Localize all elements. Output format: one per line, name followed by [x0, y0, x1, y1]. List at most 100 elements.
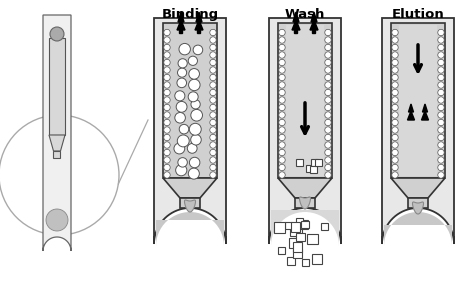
Circle shape	[164, 157, 170, 163]
Circle shape	[325, 59, 331, 66]
Circle shape	[392, 157, 398, 163]
Circle shape	[325, 104, 331, 111]
Circle shape	[325, 82, 331, 88]
Circle shape	[191, 100, 200, 109]
Circle shape	[325, 29, 331, 36]
Circle shape	[279, 74, 285, 81]
Bar	[321, 223, 328, 230]
Bar	[278, 247, 285, 254]
Polygon shape	[384, 212, 452, 246]
Circle shape	[438, 157, 444, 163]
Circle shape	[438, 104, 444, 111]
Circle shape	[279, 142, 285, 148]
Circle shape	[392, 59, 398, 66]
Bar	[399, 25, 437, 176]
Text: Binding: Binding	[162, 8, 219, 21]
Circle shape	[438, 52, 444, 58]
Bar	[299, 220, 308, 229]
Polygon shape	[422, 104, 428, 112]
Circle shape	[325, 97, 331, 103]
Circle shape	[164, 82, 170, 88]
Polygon shape	[195, 20, 203, 30]
Circle shape	[279, 52, 285, 58]
Circle shape	[392, 89, 398, 96]
Circle shape	[193, 45, 203, 55]
Bar	[198, 30, 201, 33]
Circle shape	[178, 68, 187, 77]
Circle shape	[279, 149, 285, 156]
Circle shape	[164, 44, 170, 51]
Circle shape	[210, 127, 216, 133]
Circle shape	[325, 52, 331, 58]
Circle shape	[210, 134, 216, 141]
Circle shape	[188, 56, 198, 65]
Polygon shape	[311, 12, 317, 22]
Circle shape	[438, 37, 444, 43]
Bar	[301, 221, 309, 228]
Circle shape	[175, 113, 185, 123]
Bar	[180, 30, 182, 33]
Circle shape	[325, 112, 331, 118]
Circle shape	[210, 149, 216, 156]
Circle shape	[164, 112, 170, 118]
Circle shape	[279, 37, 285, 43]
Polygon shape	[177, 20, 185, 30]
Circle shape	[175, 91, 185, 101]
Circle shape	[438, 134, 444, 141]
Circle shape	[164, 119, 170, 126]
Bar	[163, 23, 217, 178]
Circle shape	[279, 44, 285, 51]
Circle shape	[187, 143, 197, 153]
Bar	[180, 198, 200, 208]
Circle shape	[164, 127, 170, 133]
Circle shape	[164, 67, 170, 73]
Circle shape	[438, 67, 444, 73]
Circle shape	[164, 142, 170, 148]
Circle shape	[325, 74, 331, 81]
Bar	[278, 23, 332, 178]
Circle shape	[279, 157, 285, 163]
Circle shape	[177, 135, 189, 147]
Circle shape	[210, 112, 216, 118]
Circle shape	[392, 119, 398, 126]
Polygon shape	[184, 200, 195, 212]
Circle shape	[210, 37, 216, 43]
Bar	[312, 253, 322, 264]
Polygon shape	[156, 212, 224, 246]
Circle shape	[178, 158, 187, 167]
Circle shape	[279, 89, 285, 96]
Circle shape	[164, 149, 170, 156]
Bar	[296, 159, 303, 166]
Circle shape	[279, 172, 285, 178]
Bar	[49, 38, 65, 135]
Bar	[310, 159, 318, 166]
Polygon shape	[178, 12, 184, 22]
Polygon shape	[409, 104, 413, 112]
Circle shape	[164, 37, 170, 43]
Bar	[302, 259, 309, 266]
Circle shape	[279, 59, 285, 66]
Circle shape	[392, 172, 398, 178]
Circle shape	[279, 119, 285, 126]
Polygon shape	[271, 210, 339, 246]
Circle shape	[438, 142, 444, 148]
Circle shape	[438, 127, 444, 133]
Circle shape	[279, 97, 285, 103]
Circle shape	[164, 89, 170, 96]
Circle shape	[164, 29, 170, 36]
Circle shape	[176, 101, 187, 112]
Circle shape	[0, 115, 119, 235]
Bar	[310, 166, 317, 173]
Polygon shape	[292, 20, 300, 30]
Circle shape	[325, 44, 331, 51]
Circle shape	[191, 134, 201, 145]
Circle shape	[325, 89, 331, 96]
Circle shape	[325, 37, 331, 43]
Circle shape	[438, 172, 444, 178]
Bar	[273, 222, 285, 233]
Circle shape	[279, 164, 285, 171]
Circle shape	[164, 74, 170, 81]
Circle shape	[279, 112, 285, 118]
Circle shape	[325, 157, 331, 163]
Circle shape	[392, 149, 398, 156]
